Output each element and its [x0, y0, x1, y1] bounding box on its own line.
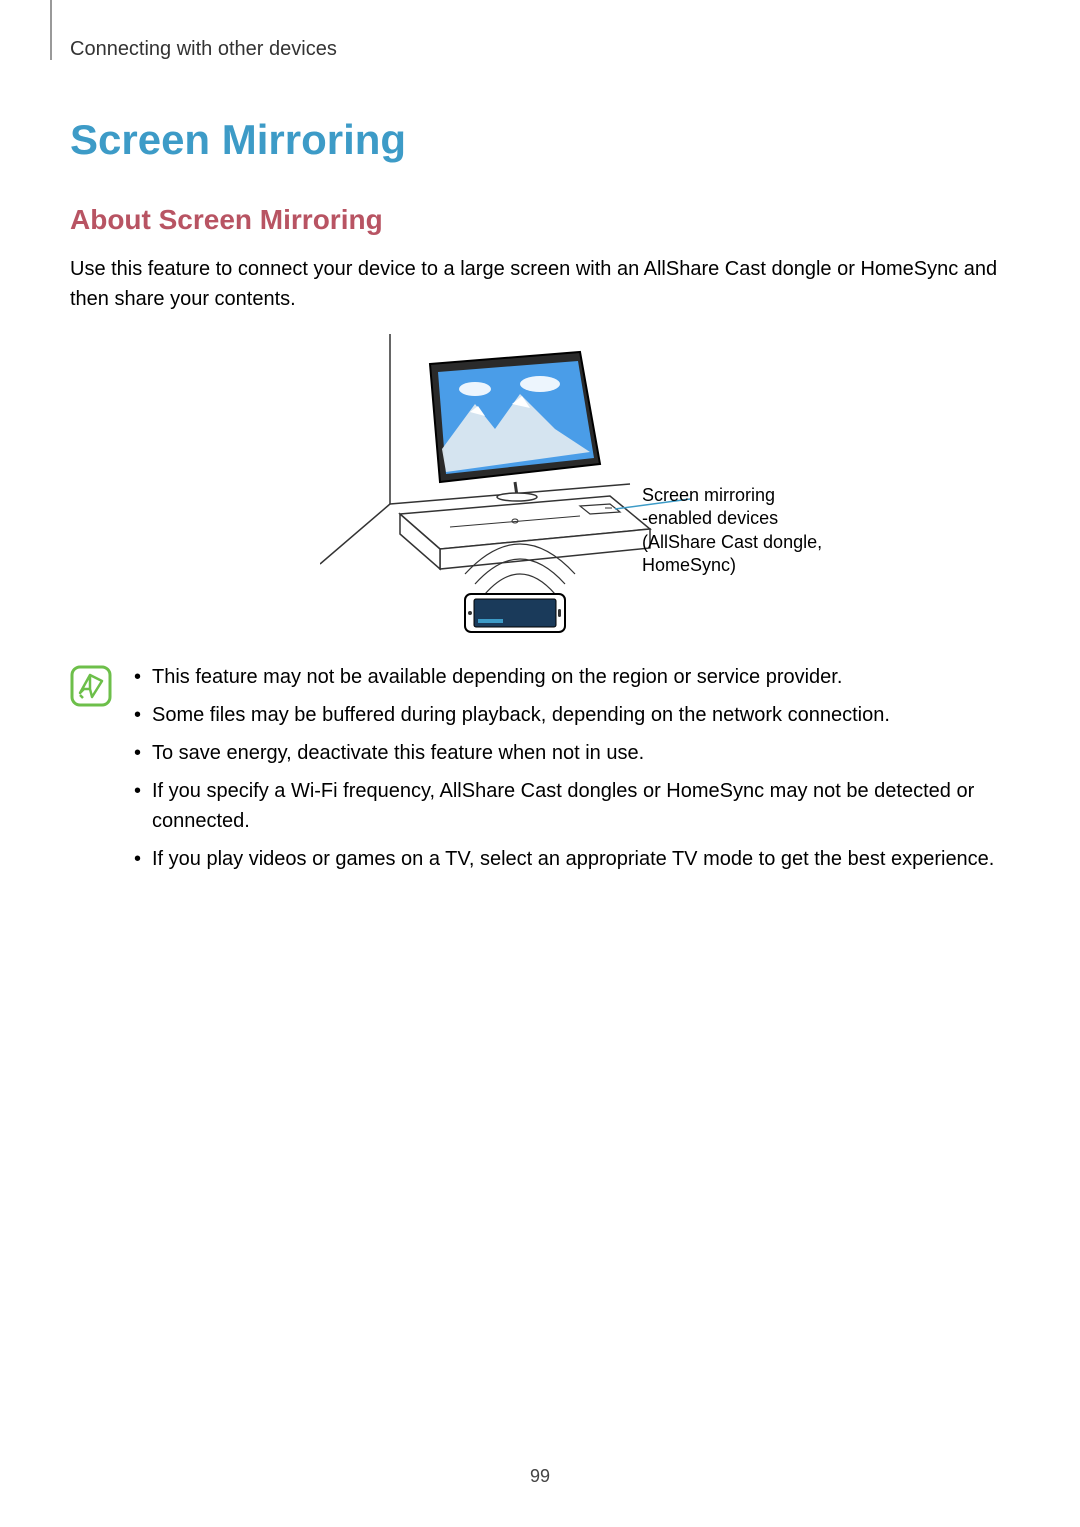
diagram-wrapper: Screen mirroring -enabled devices (AllSh… [70, 334, 1010, 634]
page-title: Screen Mirroring [70, 116, 1010, 164]
section-subtitle: About Screen Mirroring [70, 204, 1010, 236]
list-item: To save energy, deactivate this feature … [130, 738, 1010, 768]
notes-list: This feature may not be available depend… [130, 662, 1010, 882]
page-number: 99 [530, 1466, 550, 1487]
callout-line-1: Screen mirroring [642, 484, 822, 507]
callout-line-2: -enabled devices [642, 507, 822, 530]
note-icon [70, 665, 112, 707]
callout-line-3: (AllShare Cast dongle, [642, 531, 822, 554]
header-section-title: Connecting with other devices [70, 38, 1010, 61]
list-item: If you specify a Wi-Fi frequency, AllSha… [130, 776, 1010, 836]
diagram-callout: Screen mirroring -enabled devices (AllSh… [642, 484, 822, 578]
list-item: This feature may not be available depend… [130, 662, 1010, 692]
intro-paragraph: Use this feature to connect your device … [70, 254, 1010, 314]
page-container: Connecting with other devices Screen Mir… [0, 0, 1080, 922]
callout-line-4: HomeSync) [642, 554, 822, 577]
notes-section: This feature may not be available depend… [70, 662, 1010, 882]
list-item: Some files may be buffered during playba… [130, 700, 1010, 730]
list-item: If you play videos or games on a TV, sel… [130, 844, 1010, 874]
